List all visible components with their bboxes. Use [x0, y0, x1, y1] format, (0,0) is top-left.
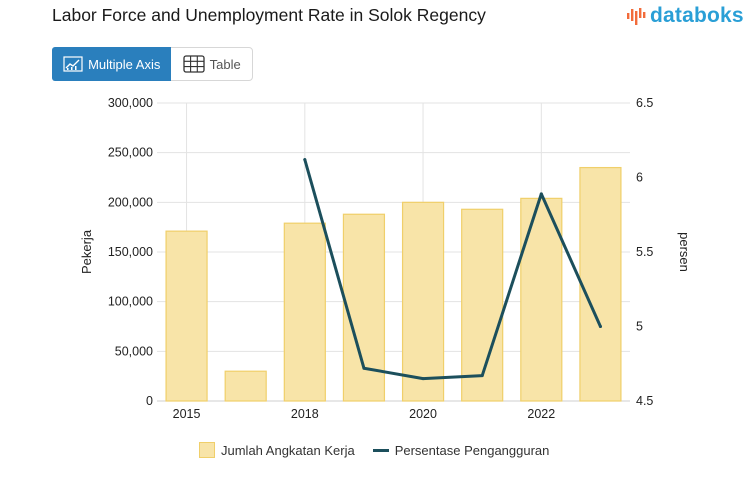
- line-point: [362, 366, 366, 370]
- tab-table-label: Table: [209, 56, 241, 72]
- bar: [224, 370, 267, 402]
- bar-layer: [165, 166, 622, 402]
- line-point: [598, 325, 602, 328]
- databoks-logo-icon: [627, 8, 646, 25]
- tab-table[interactable]: Table: [171, 48, 252, 80]
- legend-bar-label[interactable]: Jumlah Angkatan Kerja: [221, 442, 355, 458]
- y-left-axis-title: Pekerja: [79, 229, 94, 274]
- bar: [165, 230, 208, 402]
- x-tick-label: 2022: [527, 407, 555, 421]
- line-point: [303, 158, 307, 162]
- brand-name: databoks: [650, 4, 744, 27]
- y-left-tick-label: 100,000: [108, 295, 153, 309]
- axis-layer: 0 50,000 100,000 150,000 200,000 250,000 300,0…: [79, 96, 692, 421]
- y-left-tick-label: 50,000: [115, 344, 153, 358]
- y-left-tick-label: 150,000: [108, 245, 153, 259]
- unemployment-line: [303, 158, 602, 381]
- legend-line-label[interactable]: Persentase Pengangguran: [394, 442, 550, 458]
- view-tabs: Multiple Axis Table: [52, 47, 253, 81]
- tab-multiple-axis-label: Multiple Axis: [88, 56, 161, 72]
- line-point: [480, 374, 484, 378]
- y-right-tick-label: 6: [636, 171, 643, 185]
- bar: [461, 208, 504, 402]
- table-icon: [183, 55, 205, 73]
- y-left-tick-label: 250,000: [108, 146, 153, 160]
- bar: [579, 166, 622, 402]
- y-right-tick-label: 5.5: [636, 245, 653, 259]
- x-tick-label: 2020: [409, 407, 437, 421]
- tab-multiple-axis[interactable]: Multiple Axis: [52, 47, 172, 81]
- line-chart-icon: [63, 56, 83, 72]
- x-tick-label: 2015: [173, 407, 201, 421]
- x-tick-label: 2018: [291, 407, 319, 421]
- y-right-tick-label: 6.5: [636, 96, 653, 110]
- line-point: [539, 192, 543, 196]
- chart-legend: Jumlah Angkatan Kerja Persentase Pengang…: [199, 440, 549, 460]
- y-left-tick-label: 300,000: [108, 96, 153, 110]
- databoks-logo[interactable]: databoks: [626, 3, 744, 29]
- chart-title: Labor Force and Unemployment Rate in Sol…: [52, 5, 486, 25]
- legend-line-swatch[interactable]: [372, 448, 389, 452]
- bar: [401, 201, 445, 402]
- line-layer: [303, 158, 602, 381]
- y-right-tick-label: 5: [636, 320, 643, 334]
- line-point: [421, 377, 425, 381]
- legend-bar-swatch[interactable]: [199, 442, 215, 458]
- y-left-tick-label: 0: [146, 394, 153, 408]
- bar: [342, 213, 386, 402]
- y-right-axis-title: persen: [677, 232, 692, 272]
- y-right-tick-label: 4.5: [636, 394, 653, 408]
- y-left-tick-label: 200,000: [108, 195, 153, 209]
- bar: [283, 222, 326, 402]
